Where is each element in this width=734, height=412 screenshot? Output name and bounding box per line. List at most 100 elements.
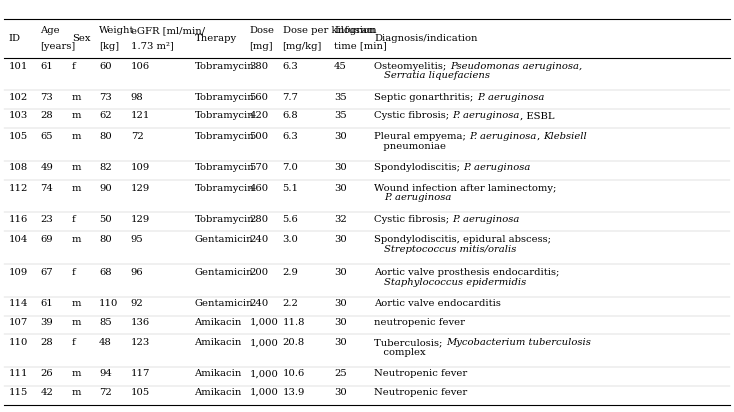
Text: 23: 23 [40,215,53,224]
Text: 61: 61 [40,62,53,70]
Text: Tobramycin: Tobramycin [195,215,254,224]
Text: 60: 60 [99,62,112,70]
Text: Staphylococcus epidermidis: Staphylococcus epidermidis [384,278,526,287]
Text: 129: 129 [131,215,150,224]
Text: Gentamicin: Gentamicin [195,299,253,308]
Text: 20.8: 20.8 [283,338,305,347]
Text: 68: 68 [99,268,112,277]
Text: time [min]: time [min] [334,42,387,51]
Text: 105: 105 [131,388,150,397]
Text: 94: 94 [99,369,112,378]
Text: m: m [72,318,81,327]
Text: 72: 72 [131,132,143,141]
Text: 98: 98 [131,93,143,102]
Text: 48: 48 [99,338,112,347]
Text: 560: 560 [250,93,269,102]
Text: Pleural empyema;: Pleural empyema; [374,132,469,141]
Text: f: f [72,268,76,277]
Text: 1,000: 1,000 [250,388,278,397]
Text: 28: 28 [40,112,53,120]
Text: Serratia liquefaciens: Serratia liquefaciens [384,71,490,80]
Text: 111: 111 [9,369,29,378]
Text: 11.8: 11.8 [283,318,305,327]
Text: Diagnosis/indication: Diagnosis/indication [374,34,478,42]
Text: Dose per kilogram: Dose per kilogram [283,26,377,35]
Text: 73: 73 [99,93,112,102]
Text: Tobramycin: Tobramycin [195,132,254,141]
Text: Tobramycin: Tobramycin [195,112,254,120]
Text: 112: 112 [9,183,28,192]
Text: Amikacin: Amikacin [195,318,242,327]
Text: Gentamicin: Gentamicin [195,235,253,244]
Text: Amikacin: Amikacin [195,338,242,347]
Text: 1,000: 1,000 [250,369,278,378]
Text: [mg]: [mg] [250,42,273,51]
Text: 114: 114 [9,299,29,308]
Text: 460: 460 [250,183,269,192]
Text: 25: 25 [334,369,346,378]
Text: m: m [72,369,81,378]
Text: 32: 32 [334,215,346,224]
Text: 6.3: 6.3 [283,62,298,70]
Text: 35: 35 [334,93,346,102]
Text: 30: 30 [334,388,346,397]
Text: 30: 30 [334,235,346,244]
Text: Mycobacterium tuberculosis: Mycobacterium tuberculosis [446,338,591,347]
Text: Weight: Weight [99,26,134,35]
Text: f: f [72,215,76,224]
Text: 62: 62 [99,112,112,120]
Text: 1,000: 1,000 [250,318,278,327]
Text: Amikacin: Amikacin [195,369,242,378]
Text: 106: 106 [131,62,150,70]
Text: 116: 116 [9,215,28,224]
Text: Gentamicin: Gentamicin [195,268,253,277]
Text: 110: 110 [9,338,28,347]
Text: 107: 107 [9,318,28,327]
Text: 121: 121 [131,112,150,120]
Text: m: m [72,299,81,308]
Text: 90: 90 [99,183,112,192]
Text: 136: 136 [131,318,150,327]
Text: 50: 50 [99,215,112,224]
Text: Tobramycin: Tobramycin [195,183,254,192]
Text: 7.7: 7.7 [283,93,299,102]
Text: 109: 109 [131,163,150,172]
Text: 2.9: 2.9 [283,268,299,277]
Text: 39: 39 [40,318,53,327]
Text: Amikacin: Amikacin [195,388,242,397]
Text: f: f [72,62,76,70]
Text: Tuberculosis;: Tuberculosis; [374,338,446,347]
Text: 30: 30 [334,268,346,277]
Text: ID: ID [9,34,21,42]
Text: P. aeruginosa: P. aeruginosa [453,112,520,120]
Text: P. aeruginosa: P. aeruginosa [453,215,520,224]
Text: Infusion: Infusion [334,26,376,35]
Text: Pseudomonas aeruginosa,: Pseudomonas aeruginosa, [450,62,582,70]
Text: Osteomyelitis;: Osteomyelitis; [374,62,450,70]
Text: 123: 123 [131,338,150,347]
Text: Aortic valve prosthesis endocarditis;: Aortic valve prosthesis endocarditis; [374,268,560,277]
Text: 3.0: 3.0 [283,235,299,244]
Text: Sex: Sex [72,34,90,42]
Text: Neutropenic fever: Neutropenic fever [374,369,468,378]
Text: Age: Age [40,26,60,35]
Text: m: m [72,112,81,120]
Text: Spondylodiscitis;: Spondylodiscitis; [374,163,463,172]
Text: 5.6: 5.6 [283,215,298,224]
Text: 103: 103 [9,112,28,120]
Text: Aortic valve endocarditis: Aortic valve endocarditis [374,299,501,308]
Text: P. aeruginosa: P. aeruginosa [469,132,537,141]
Text: 102: 102 [9,93,28,102]
Text: 67: 67 [40,268,53,277]
Text: 2.2: 2.2 [283,299,299,308]
Text: Dose: Dose [250,26,275,35]
Text: complex: complex [374,348,426,357]
Text: 420: 420 [250,112,269,120]
Text: 30: 30 [334,299,346,308]
Text: m: m [72,183,81,192]
Text: 101: 101 [9,62,28,70]
Text: 109: 109 [9,268,28,277]
Text: neutropenic fever: neutropenic fever [374,318,465,327]
Text: 30: 30 [334,338,346,347]
Text: 45: 45 [334,62,347,70]
